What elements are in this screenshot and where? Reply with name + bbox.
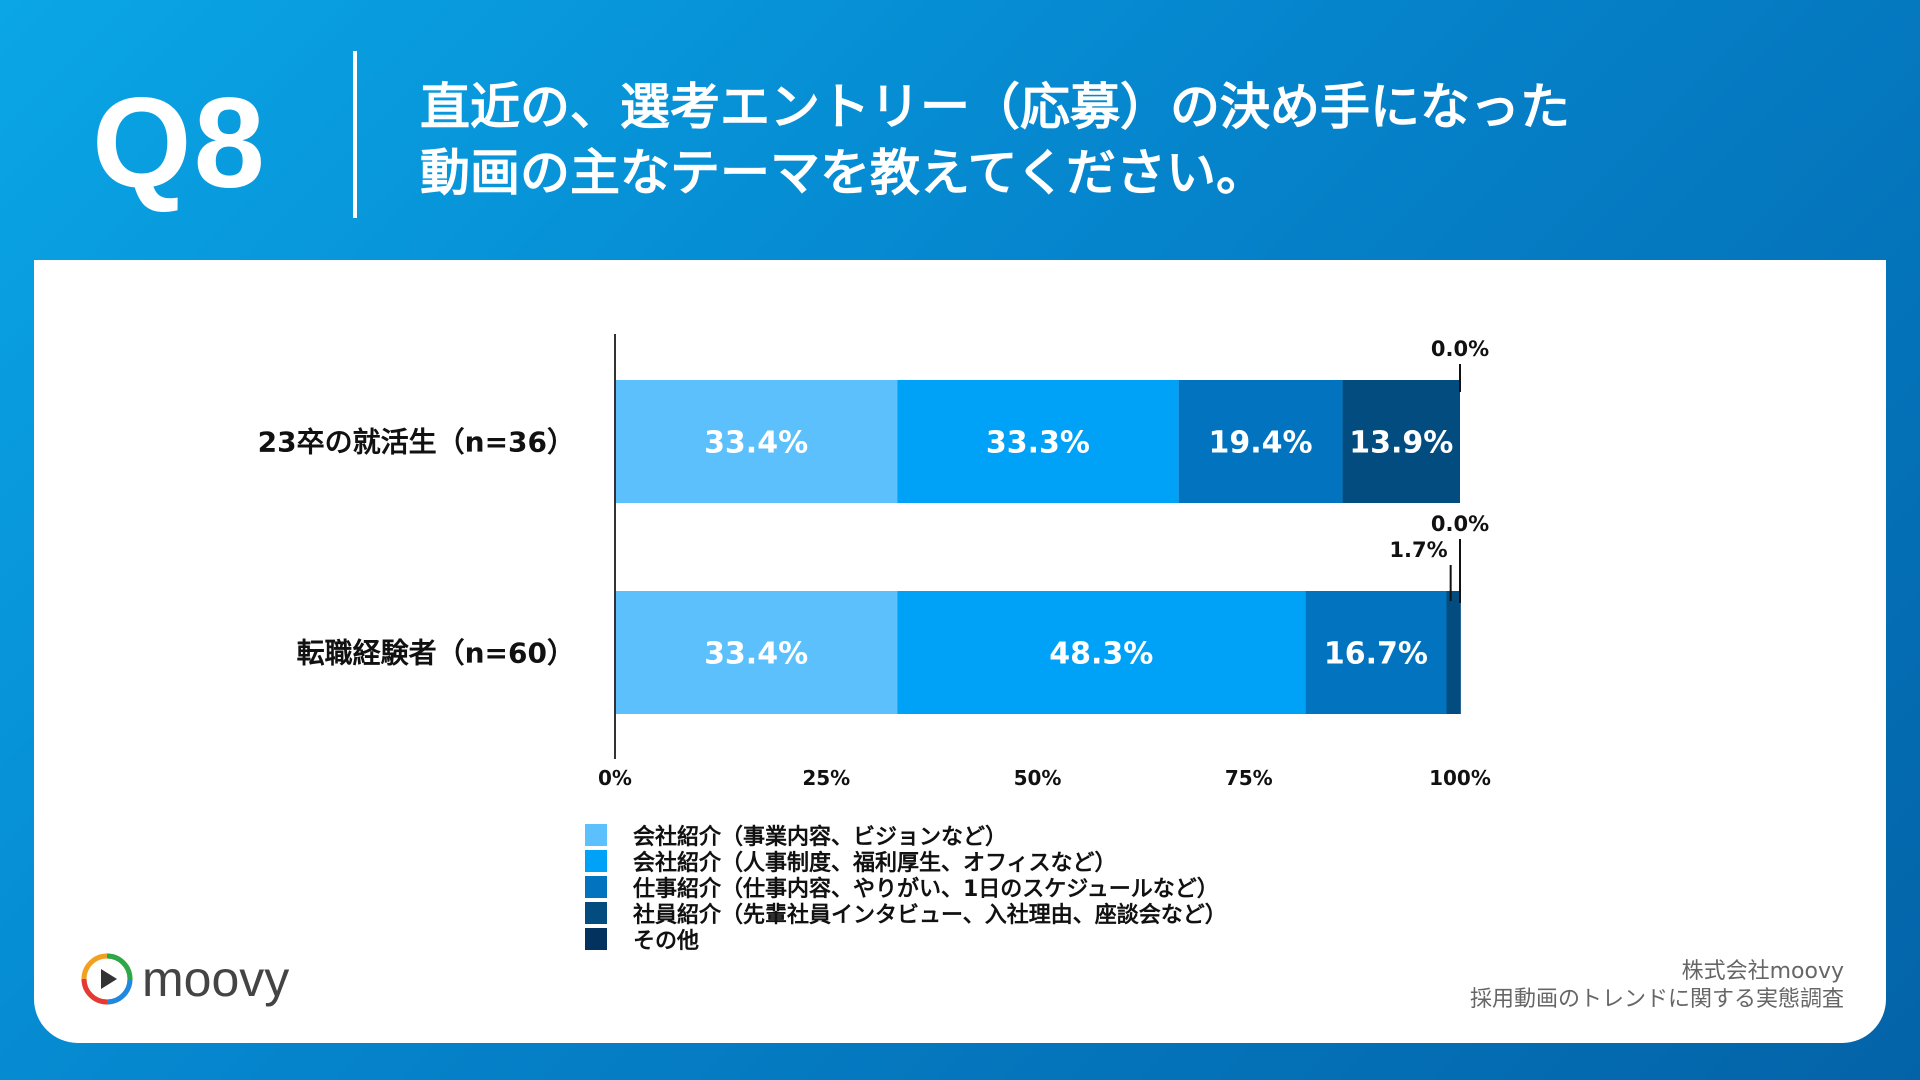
data-label: 0.0% bbox=[1431, 337, 1489, 361]
bar-segment bbox=[1342, 380, 1460, 503]
legend-swatch bbox=[585, 876, 607, 898]
title-line-1: 直近の、選考エントリー（応募）の決め手になった bbox=[420, 78, 1570, 136]
footer-source: 株式会社moovy 採用動画のトレンドに関する実態調査 bbox=[1470, 958, 1844, 1014]
data-label: 1.7% bbox=[1389, 538, 1447, 562]
x-tick-label: 100% bbox=[1429, 766, 1491, 790]
data-label: 33.4% bbox=[704, 637, 808, 672]
legend-swatch bbox=[585, 928, 607, 950]
x-tick-label: 75% bbox=[1225, 766, 1273, 790]
footer-company: 株式会社moovy bbox=[1681, 959, 1844, 984]
bar-segment bbox=[897, 380, 1179, 503]
data-label: 0.0% bbox=[1431, 512, 1489, 536]
legend-item: 社員紹介（先輩社員インタビュー、入社理由、座談会など） bbox=[585, 900, 1227, 928]
legend-item: 会社紹介（人事制度、福利厚生、オフィスなど） bbox=[585, 848, 1227, 876]
data-label: 16.7% bbox=[1324, 637, 1428, 672]
legend-item: 仕事紹介（仕事内容、やりがい、1日のスケジュールなど） bbox=[585, 874, 1227, 902]
data-label: 19.4% bbox=[1209, 426, 1313, 461]
legend-item: その他 bbox=[585, 926, 1227, 954]
bar-segment bbox=[1305, 591, 1447, 714]
play-logo-icon bbox=[81, 953, 133, 1005]
legend-swatch bbox=[585, 902, 607, 924]
footer-survey: 採用動画のトレンドに関する実態調査 bbox=[1469, 987, 1844, 1012]
title-line-2: 動画の主なテーマを教えてください。 bbox=[420, 144, 1266, 202]
data-label: 13.9% bbox=[1349, 426, 1453, 461]
header-divider bbox=[353, 51, 357, 218]
x-tick-label: 50% bbox=[1014, 766, 1062, 790]
bar-segment bbox=[1446, 591, 1461, 714]
legend-label: 会社紹介（人事制度、福利厚生、オフィスなど） bbox=[633, 851, 1117, 876]
x-tick-label: 0% bbox=[598, 766, 632, 790]
data-label: 33.3% bbox=[986, 426, 1090, 461]
bar-segment bbox=[897, 591, 1306, 714]
legend-label: 会社紹介（事業内容、ビジョンなど） bbox=[633, 825, 1008, 850]
legend-label: 仕事紹介（仕事内容、やりがい、1日のスケジュールなど） bbox=[633, 877, 1219, 902]
data-label: 48.3% bbox=[1049, 637, 1153, 672]
legend-label: その他 bbox=[633, 929, 700, 954]
legend-item: 会社紹介（事業内容、ビジョンなど） bbox=[585, 822, 1227, 850]
x-tick-label: 25% bbox=[802, 766, 850, 790]
bar-segment bbox=[1178, 380, 1343, 503]
legend-swatch bbox=[585, 850, 607, 872]
category-label: 転職経験者（n=60） bbox=[297, 637, 575, 670]
chart-legend: 会社紹介（事業内容、ビジョンなど） 会社紹介（人事制度、福利厚生、オフィスなど）仕… bbox=[585, 822, 1227, 954]
question-number: Q8 bbox=[92, 72, 267, 215]
legend-label: 社員紹介（先輩社員インタビュー、入社理由、座談会など） bbox=[633, 903, 1227, 928]
bar-segment bbox=[615, 591, 898, 714]
logo-text: moovy bbox=[142, 951, 290, 1007]
legend-swatch bbox=[585, 824, 607, 846]
data-label: 33.4% bbox=[704, 426, 808, 461]
moovy-logo: moovy bbox=[80, 950, 289, 1008]
question-title: 直近の、選考エントリー（応募）の決め手になった 動画の主なテーマを教えてください… bbox=[420, 74, 1570, 206]
bar-segment bbox=[615, 380, 898, 503]
category-label: 23卒の就活生（n=36） bbox=[258, 426, 575, 459]
